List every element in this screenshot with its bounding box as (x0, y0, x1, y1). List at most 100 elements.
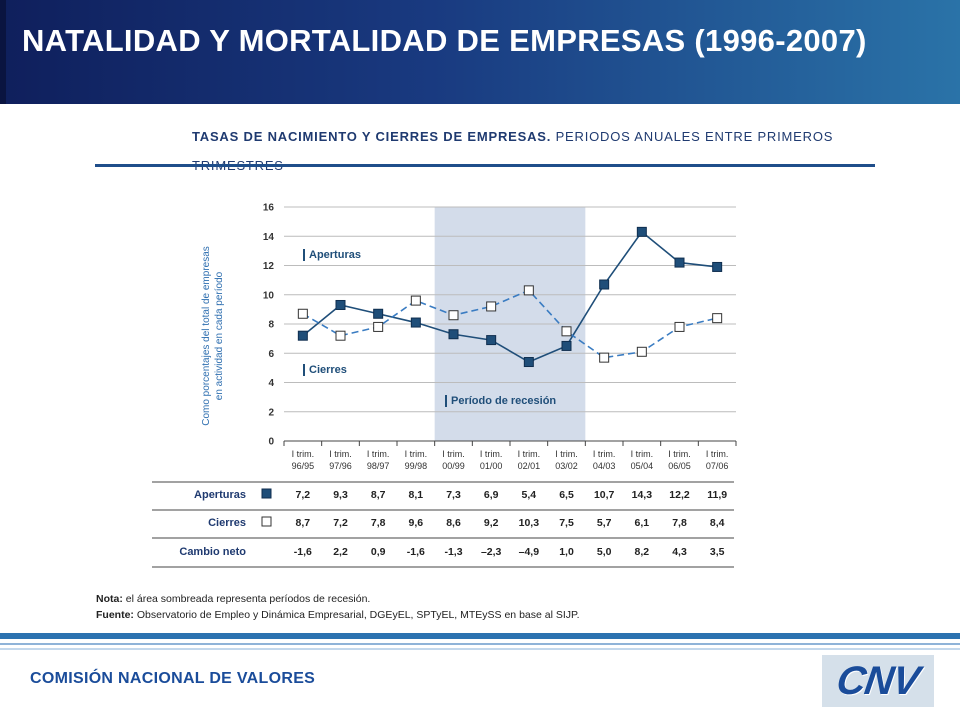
slide-title: NATALIDAD Y MORTALIDAD DE EMPRESAS (1996… (22, 23, 867, 58)
data-point-aperturas (523, 357, 534, 368)
x-tick-label: 02/01 (518, 461, 541, 471)
x-tick-label: 98/97 (367, 461, 390, 471)
data-point-aperturas (599, 279, 610, 290)
x-tick-label: 03/02 (555, 461, 578, 471)
x-tick-label: 00/99 (442, 461, 465, 471)
footer-org: COMISIÓN NACIONAL DE VALORES (30, 670, 316, 687)
y-tick-label: 6 (268, 349, 274, 360)
data-point-cierres (712, 313, 723, 324)
x-tick-label: I trim. (367, 449, 390, 459)
table-cell: 5,7 (597, 517, 612, 529)
table-cell: 6,9 (484, 489, 499, 501)
label-recesion: Período de recesión (451, 395, 556, 407)
y-tick-label: 10 (263, 290, 275, 301)
cnv-logo: CNV (822, 655, 934, 707)
footer-band (0, 633, 960, 639)
table-cell: 8,2 (635, 546, 650, 558)
notes-block: Nota: el área sombreada representa perío… (96, 591, 580, 623)
table-row-label: Cierres (208, 517, 246, 529)
note-line: Nota: el área sombreada representa perío… (96, 591, 580, 607)
data-point-cierres (674, 321, 685, 332)
y-axis-label-line: en actividad en cada período (214, 271, 225, 400)
data-point-aperturas (448, 329, 459, 340)
table-cell: 9,2 (484, 517, 499, 529)
table-cell: 5,0 (597, 546, 612, 558)
table-cell: -1,6 (407, 546, 425, 558)
x-tick-label: 04/03 (593, 461, 616, 471)
table-legend-marker (261, 516, 272, 527)
table-cell: 7,8 (672, 517, 687, 529)
data-point-aperturas (561, 340, 572, 351)
data-point-aperturas (335, 299, 346, 310)
data-point-aperturas (712, 261, 723, 272)
data-point-cierres (373, 321, 384, 332)
table-cell: 8,7 (296, 517, 311, 529)
chart: 0 2 4 6 8 10 12 14 16 I trim. 96/95 I trim. 97/96 I t… (152, 203, 737, 568)
x-tick-label: I trim. (706, 449, 729, 459)
data-point-aperturas (373, 308, 384, 319)
table-cell: 1,0 (559, 546, 574, 558)
x-tick-label: 99/98 (405, 461, 428, 471)
source-label: Fuente: (96, 609, 134, 621)
table-cell: 2,2 (333, 546, 348, 558)
table-cell: -1,3 (444, 546, 462, 558)
y-tick-label: 8 (268, 320, 274, 331)
table-cell: 6,5 (559, 489, 574, 501)
x-tick-label: I trim. (668, 449, 691, 459)
table-legend-marker (261, 488, 272, 499)
data-point-cierres (335, 330, 346, 341)
table-cell: 11,9 (707, 489, 727, 501)
x-tick-label: I trim. (442, 449, 465, 459)
y-tick-label: 16 (263, 203, 275, 214)
table-cell: 7,2 (333, 517, 348, 529)
x-tick-label: 06/05 (668, 461, 691, 471)
data-point-aperturas (297, 330, 308, 341)
table-cell: 10,7 (594, 489, 615, 501)
x-tick-label: 96/95 (292, 461, 315, 471)
table-cell: 8,1 (409, 489, 424, 501)
data-point-aperturas (636, 226, 647, 237)
note-text: el área sombreada representa períodos de… (125, 593, 371, 605)
logo-text: CNV (834, 658, 922, 703)
data-point-cierres (523, 285, 534, 296)
table-cell: –4,9 (519, 546, 540, 558)
x-tick-label: I trim. (555, 449, 578, 459)
y-tick-label: 0 (268, 437, 274, 448)
table-cell: 7,5 (559, 517, 574, 529)
label-aperturas: Aperturas (309, 249, 361, 261)
table-cell: 4,3 (672, 546, 687, 558)
table-cell: -1,6 (294, 546, 312, 558)
data-point-cierres (599, 352, 610, 363)
table-cell: 8,7 (371, 489, 386, 501)
x-tick-label: I trim. (593, 449, 616, 459)
note-label: Nota: (96, 593, 123, 605)
table-row-label: Cambio neto (179, 546, 246, 558)
x-tick-label: 07/06 (706, 461, 729, 471)
table-cell: 10,3 (519, 517, 540, 529)
x-tick-label: I trim. (405, 449, 428, 459)
table-cell: 9,6 (409, 517, 424, 529)
footer-band-thin (0, 643, 960, 645)
x-tick-label: I trim. (329, 449, 352, 459)
table-cell: 8,6 (446, 517, 461, 529)
y-tick-label: 12 (263, 261, 275, 272)
table-cell: 9,3 (333, 489, 348, 501)
data-point-cierres (297, 308, 308, 319)
data-point-cierres (448, 310, 459, 321)
table-cell: 7,8 (371, 517, 386, 529)
data-point-cierres (486, 301, 497, 312)
x-tick-label: 05/04 (631, 461, 654, 471)
x-tick-label: I trim. (292, 449, 315, 459)
table-cell: 6,1 (635, 517, 650, 529)
x-tick-label: 01/00 (480, 461, 503, 471)
data-point-cierres (561, 326, 572, 337)
banner-edge (0, 0, 6, 104)
table-cell: 12,2 (669, 489, 690, 501)
table-cell: 7,2 (296, 489, 311, 501)
y-tick-label: 14 (263, 232, 275, 243)
heading-rule (95, 164, 875, 167)
x-tick-label: I trim. (518, 449, 541, 459)
y-tick-label: 4 (268, 378, 274, 389)
x-tick-label: I trim. (631, 449, 654, 459)
data-point-aperturas (486, 335, 497, 346)
